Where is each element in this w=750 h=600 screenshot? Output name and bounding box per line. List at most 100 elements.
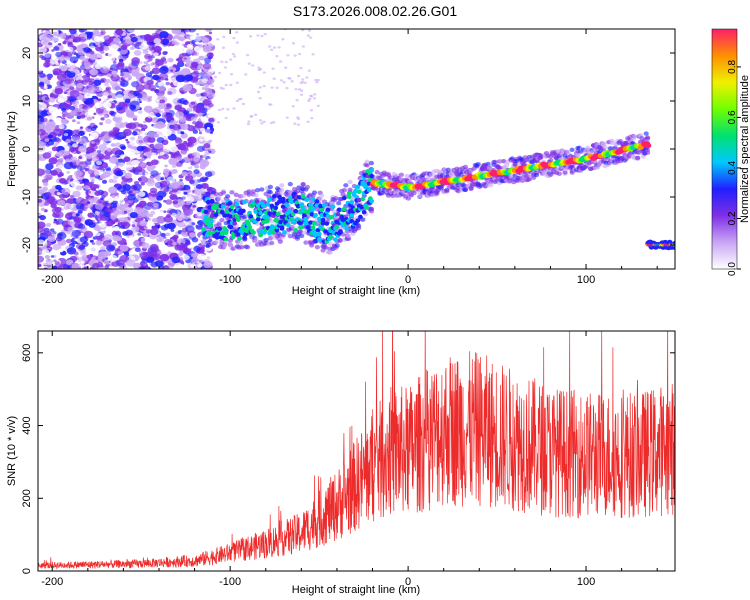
trace-point [287, 208, 292, 214]
noise-speckle [202, 62, 212, 70]
noise-speckle [299, 66, 303, 70]
noise-speckle [144, 66, 151, 71]
noise-speckle [146, 256, 155, 263]
noise-speckle [53, 46, 60, 51]
noise-speckle [301, 78, 305, 81]
noise-speckle [311, 53, 315, 56]
noise-speckle [64, 78, 72, 85]
noise-speckle [89, 122, 96, 128]
trace-halo [533, 172, 540, 178]
noise-speckle [271, 67, 275, 70]
noise-speckle [75, 198, 81, 203]
noise-speckle [258, 97, 262, 100]
noise-speckle [104, 233, 113, 241]
noise-speckle [204, 151, 210, 156]
noise-speckle [107, 52, 114, 58]
noise-speckle [148, 95, 153, 99]
noise-speckle [44, 96, 50, 101]
noise-speckle [138, 176, 148, 184]
trace-point [333, 237, 338, 242]
noise-speckle [108, 186, 118, 194]
noise-speckle [192, 153, 196, 156]
trace-point [311, 221, 317, 226]
noise-speckle [199, 127, 206, 133]
trace-point [314, 199, 320, 204]
noise-speckle [197, 118, 202, 122]
noise-speckle [157, 93, 166, 100]
noise-speckle [210, 121, 214, 125]
noise-speckle [164, 242, 169, 246]
noise-speckle [196, 200, 205, 208]
noise-speckle [72, 119, 76, 123]
noise-speckle [177, 193, 182, 197]
noise-speckle [97, 98, 102, 102]
noise-speckle [275, 55, 279, 58]
noise-speckle [45, 191, 52, 197]
noise-speckle [190, 116, 197, 122]
noise-speckle [172, 200, 179, 205]
trace-halo [213, 239, 219, 245]
trace-point [366, 187, 372, 193]
noise-speckle [139, 220, 148, 227]
noise-speckle [69, 147, 76, 152]
noise-speckle [170, 231, 175, 235]
noise-speckle [182, 84, 193, 92]
noise-speckle [154, 64, 160, 68]
noise-speckle [124, 172, 132, 179]
noise-speckle [129, 104, 137, 110]
trace-halo [368, 206, 375, 212]
noise-speckle [163, 199, 167, 203]
trace-point [299, 202, 305, 207]
noise-speckle [165, 81, 171, 86]
noise-speckle [163, 188, 169, 193]
trace-point [349, 213, 355, 218]
noise-speckle [309, 109, 314, 112]
noise-speckle [170, 195, 178, 201]
noise-speckle [314, 78, 318, 82]
noise-speckle [190, 64, 197, 71]
noise-speckle [150, 87, 155, 92]
noise-speckle [124, 98, 132, 104]
noise-speckle [119, 244, 129, 252]
noise-speckle [195, 93, 201, 98]
noise-speckle [78, 244, 86, 250]
noise-speckle [133, 49, 142, 56]
noise-speckle [107, 95, 112, 99]
trace-halo [259, 187, 265, 192]
noise-speckle [123, 210, 128, 214]
noise-speckle [175, 74, 186, 83]
noise-speckle [201, 92, 208, 97]
noise-speckle [102, 101, 112, 109]
noise-speckle [178, 116, 187, 123]
trace-halo [304, 184, 310, 190]
noise-speckle [76, 82, 84, 89]
trace-point [254, 199, 260, 204]
noise-speckle [178, 142, 189, 151]
noise-speckle [262, 84, 266, 88]
noise-speckle [59, 178, 67, 184]
trace-point [232, 221, 238, 226]
trace-point [267, 197, 272, 203]
noise-speckle [110, 214, 117, 220]
trace-point [275, 211, 281, 217]
trace-halo [279, 183, 285, 188]
noise-speckle [96, 53, 104, 58]
noise-speckle [256, 34, 260, 37]
noise-speckle [290, 80, 294, 83]
noise-speckle [262, 71, 266, 74]
noise-speckle [147, 201, 154, 207]
noise-speckle [152, 218, 158, 223]
noise-speckle [165, 199, 173, 205]
noise-speckle [152, 101, 156, 104]
trace-point [369, 168, 375, 173]
noise-speckle [73, 36, 81, 43]
noise-speckle [58, 42, 62, 46]
noise-speckle [69, 56, 79, 64]
noise-speckle [110, 121, 116, 127]
noise-speckle [116, 237, 122, 241]
noise-speckle [185, 200, 192, 206]
noise-speckle [85, 153, 93, 160]
noise-speckle [108, 254, 118, 263]
noise-speckle [181, 52, 187, 57]
noise-speckle [119, 144, 126, 149]
